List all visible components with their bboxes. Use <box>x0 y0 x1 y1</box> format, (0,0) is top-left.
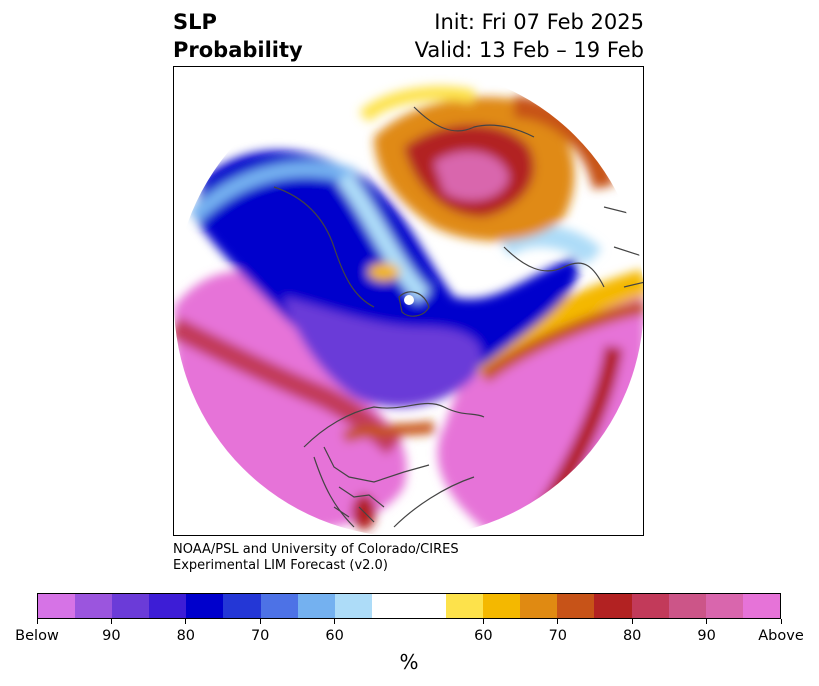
colorbar-segment <box>186 594 224 618</box>
colorbar-segment <box>742 594 780 618</box>
us-state-lines <box>333 486 385 523</box>
colorbar-tick-label: 80 <box>176 628 196 644</box>
colorbar-segment <box>594 594 632 618</box>
colorbar-segment <box>705 594 743 618</box>
atlantic-above-red <box>479 300 643 383</box>
colorbar-tick-mark <box>482 619 484 624</box>
valid-range: Valid: 13 Feb – 19 Feb <box>414 38 644 62</box>
colorbar-segment <box>668 594 706 618</box>
colorbar-tick-label: Above <box>758 628 804 644</box>
colorbar-segment <box>260 594 298 618</box>
credit-line-1: NOAA/PSL and University of Colorado/CIRE… <box>173 542 459 557</box>
colorbar-tick-mark <box>259 619 261 624</box>
credit-line-2: Experimental LIM Forecast (v2.0) <box>173 558 388 573</box>
colorbar-tick-mark <box>334 619 336 624</box>
title-right: Init: Fri 07 Feb 2025 Valid: 13 Feb – 19… <box>415 8 644 64</box>
light-below-band-2 <box>336 171 431 304</box>
colorbar-segment <box>223 594 261 618</box>
greenland-coast <box>398 291 430 317</box>
scandinavia-light-below <box>497 225 602 266</box>
colorbar-segment <box>334 594 372 618</box>
canada-border <box>323 446 430 483</box>
siberia-coast <box>413 106 535 138</box>
colorbar-unit: % <box>399 650 419 674</box>
yellow-arc <box>359 86 476 123</box>
colorbar-tick-mark <box>706 619 708 624</box>
colorbar-segment <box>483 594 521 618</box>
colorbar-tick-label: 60 <box>474 628 493 644</box>
colorbar-segment <box>149 594 187 618</box>
colorbar-segment <box>446 594 484 618</box>
colorbar-tick-mark <box>631 619 633 624</box>
colorbar-tick-label: 60 <box>325 628 344 644</box>
colorbar-segment <box>631 594 669 618</box>
pole-yellow-patch <box>368 263 400 281</box>
colorbar-tick-label: 80 <box>622 628 642 644</box>
alaska-coast <box>273 186 375 308</box>
colorbar-tick-mark <box>110 619 112 624</box>
title-variable: SLP <box>173 10 217 34</box>
canada-below-region <box>284 297 482 408</box>
colorbar-segment <box>38 594 76 618</box>
title-type: Probability <box>173 38 303 62</box>
colorbar-segment <box>75 594 113 618</box>
colorbar-tick-label: 90 <box>102 628 121 644</box>
north-pole-marker <box>404 295 414 305</box>
title-left: SLP Probability <box>173 8 303 64</box>
colorbar-tick-mark <box>557 619 559 624</box>
colorbar-segment <box>297 594 335 618</box>
colorbar-segment <box>112 594 150 618</box>
colorbar-tick-mark <box>36 619 38 624</box>
colorbar-tick-label: 90 <box>697 628 716 644</box>
colorbar-segment <box>371 594 409 618</box>
colorbar-segment <box>408 594 447 618</box>
credit-text: NOAA/PSL and University of Colorado/CIRE… <box>173 542 459 574</box>
us-coast <box>313 456 475 528</box>
europe-coast <box>503 246 605 288</box>
colorbar-tick-mark <box>185 619 187 624</box>
init-date: Init: Fri 07 Feb 2025 <box>434 10 644 34</box>
colorbar-segment <box>557 594 595 618</box>
us-red-band <box>342 421 435 443</box>
probability-map <box>174 67 643 535</box>
colorbar <box>37 593 781 619</box>
colorbar-tick-label: 70 <box>548 628 568 644</box>
map-panel <box>173 66 644 536</box>
light-below-band <box>188 161 357 223</box>
colorbar-tick-mark <box>780 619 782 624</box>
colorbar-segment <box>520 594 558 618</box>
colorbar-tick-label: Below <box>15 628 59 644</box>
colorbar-tick-label: 70 <box>250 628 270 644</box>
north-america-coast <box>303 402 485 448</box>
siberia-above-center <box>434 151 509 201</box>
